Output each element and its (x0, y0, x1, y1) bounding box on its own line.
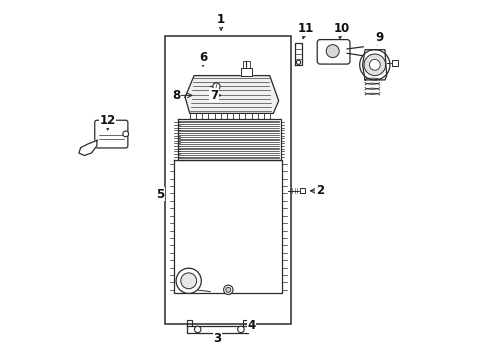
Text: 4: 4 (247, 319, 255, 332)
Text: 2: 2 (315, 184, 324, 197)
Text: 7: 7 (209, 89, 218, 102)
Text: 11: 11 (297, 22, 313, 35)
Polygon shape (79, 140, 97, 156)
Circle shape (368, 59, 380, 70)
Text: 8: 8 (172, 89, 180, 102)
FancyBboxPatch shape (317, 40, 349, 64)
Polygon shape (174, 160, 282, 293)
Polygon shape (185, 76, 278, 113)
Circle shape (194, 326, 201, 333)
Circle shape (176, 268, 201, 293)
Text: 3: 3 (213, 332, 221, 345)
Polygon shape (362, 50, 386, 80)
Polygon shape (300, 188, 305, 193)
Polygon shape (241, 68, 251, 76)
Polygon shape (391, 60, 397, 66)
Polygon shape (186, 326, 247, 333)
Text: 6: 6 (199, 51, 207, 64)
Circle shape (359, 50, 389, 80)
Circle shape (223, 285, 232, 294)
FancyBboxPatch shape (95, 120, 127, 148)
Circle shape (325, 45, 339, 58)
Text: 12: 12 (100, 114, 116, 127)
Circle shape (225, 287, 230, 292)
Text: 5: 5 (156, 188, 163, 201)
Bar (165, 36, 291, 324)
Circle shape (122, 131, 128, 137)
Circle shape (363, 54, 385, 76)
Text: 1: 1 (217, 13, 224, 26)
Text: 10: 10 (333, 22, 349, 35)
Circle shape (212, 83, 220, 90)
Circle shape (296, 60, 300, 64)
Text: 9: 9 (375, 31, 383, 44)
Polygon shape (294, 43, 302, 65)
Polygon shape (249, 322, 252, 326)
Polygon shape (178, 119, 280, 160)
Circle shape (181, 273, 196, 289)
Circle shape (237, 326, 244, 333)
